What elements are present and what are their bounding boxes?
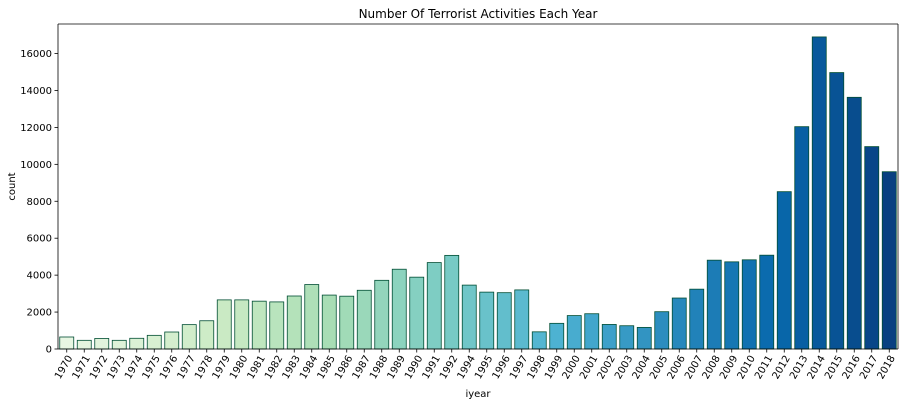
bar-1972 (94, 338, 110, 350)
bar-1980 (234, 299, 250, 350)
bar-2013 (794, 126, 810, 350)
bar-1996 (496, 292, 512, 350)
bar-1995 (479, 291, 495, 350)
bar-1971 (76, 339, 92, 350)
bar-1985 (321, 294, 337, 350)
bar-1984 (304, 284, 320, 350)
x-tick-label: 2018 (876, 354, 898, 382)
y-tick-label: 8000 (27, 197, 52, 208)
bar-1973 (111, 339, 127, 350)
y-tick-label: 0 (46, 345, 52, 356)
y-axis-label: count (7, 172, 18, 200)
y-tick-label: 10000 (20, 160, 52, 171)
y-tick-label: 6000 (27, 234, 52, 245)
bar-1997 (514, 289, 530, 350)
bar-2011 (759, 254, 775, 350)
chart-title: Number Of Terrorist Activities Each Year (359, 7, 598, 21)
bar-1978 (199, 320, 215, 350)
bar-1979 (216, 299, 232, 350)
bar-2001 (584, 313, 600, 350)
bar-1975 (146, 334, 162, 350)
bar-1983 (286, 295, 302, 350)
bar-2010 (741, 259, 757, 350)
bar-2017 (864, 146, 880, 350)
bar-1976 (164, 331, 180, 350)
bar-2006 (671, 297, 687, 350)
bar-1970 (59, 336, 75, 350)
bar-1992 (444, 254, 460, 350)
bar-1982 (269, 301, 285, 350)
bar-1994 (461, 284, 477, 350)
y-tick-label: 16000 (20, 49, 52, 60)
bar-2016 (846, 96, 862, 350)
bar-2007 (689, 288, 705, 350)
bar-2015 (829, 72, 845, 350)
bar-2004 (636, 326, 652, 350)
bar-1988 (374, 279, 390, 350)
y-tick-label: 14000 (20, 86, 52, 97)
bar-1999 (549, 322, 565, 350)
bar-2012 (776, 191, 792, 350)
bar-1974 (129, 337, 145, 350)
bar-1990 (409, 276, 425, 350)
bar-1981 (251, 300, 267, 350)
y-tick-label: 12000 (20, 123, 52, 134)
x-axis: 1970197119721973197419751976197719781979… (53, 349, 898, 381)
bar-1998 (531, 331, 547, 350)
bar-2002 (601, 324, 617, 350)
x-axis-label: iyear (465, 389, 491, 400)
bar-1987 (356, 289, 372, 350)
bar-2000 (566, 315, 582, 350)
bar-1977 (181, 324, 197, 350)
y-tick-label: 4000 (27, 271, 52, 282)
bar-2008 (706, 259, 722, 350)
bar-1991 (426, 262, 442, 350)
bar-2003 (619, 325, 635, 350)
bars (59, 36, 897, 350)
bar-1989 (391, 268, 407, 350)
y-tick-label: 2000 (27, 308, 52, 319)
bar-2005 (654, 311, 670, 350)
bar-2009 (724, 261, 740, 350)
bar-2014 (811, 36, 827, 350)
bar-1986 (339, 295, 355, 350)
y-axis: 0 2000 4000 6000 8000 10000 12000 14000 16000 (20, 49, 58, 356)
bar-2018 (881, 171, 897, 350)
